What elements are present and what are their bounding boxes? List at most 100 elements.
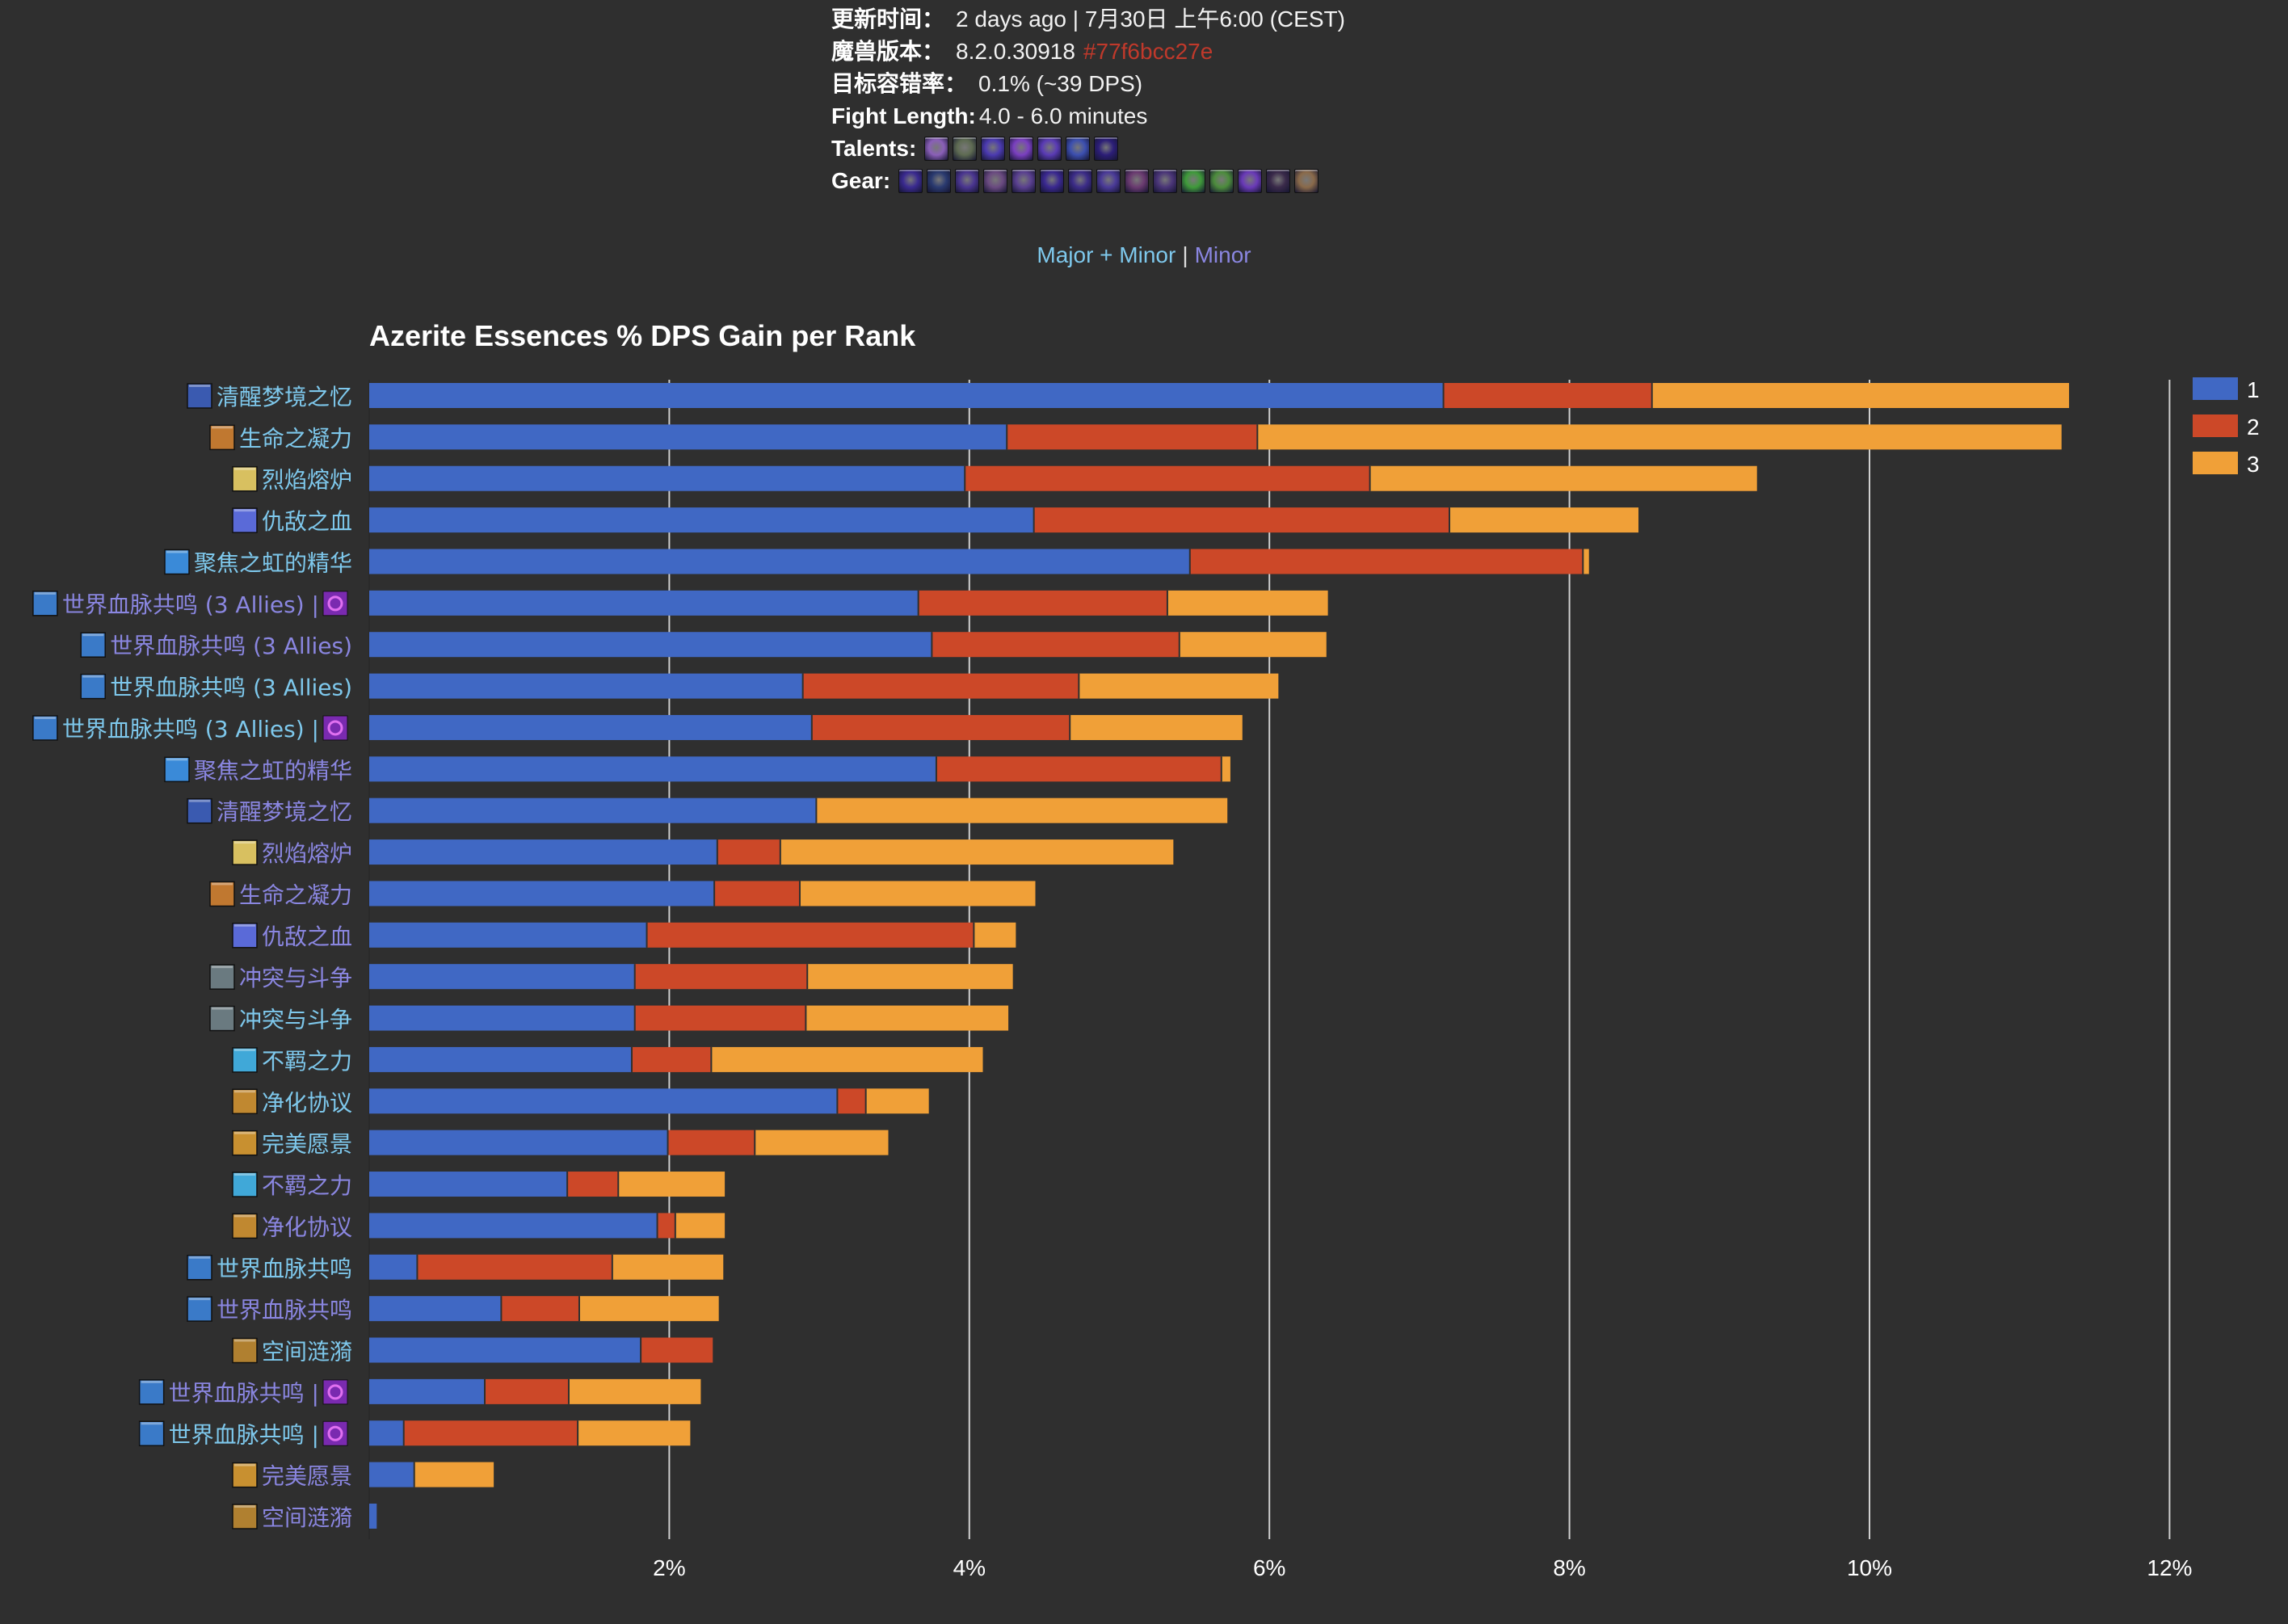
gear-ring-icon[interactable] <box>1181 169 1206 193</box>
bar-segment-rank-1[interactable] <box>369 1005 635 1031</box>
bar-segment-rank-1[interactable] <box>369 549 1190 574</box>
bar-segment-rank-3[interactable] <box>612 1254 724 1280</box>
category-label[interactable]: 净化协议 <box>262 1214 352 1240</box>
category-label[interactable]: 世界血脉共鸣 | <box>169 1421 319 1448</box>
gear-feet-icon[interactable] <box>1153 169 1178 193</box>
bar-segment-rank-2[interactable] <box>634 964 808 990</box>
category-label[interactable]: 烈焰熔炉 <box>262 467 352 494</box>
category-label[interactable]: 聚焦之虹的精华 <box>194 549 352 576</box>
bar-segment-rank-2[interactable] <box>1189 549 1584 574</box>
gear-head-icon[interactable] <box>898 169 923 193</box>
gear-legs-icon[interactable] <box>1125 169 1150 193</box>
category-label[interactable]: 聚焦之虹的精华 <box>194 757 352 784</box>
bar-segment-rank-2[interactable] <box>811 714 1070 740</box>
gear-trinket2-icon[interactable] <box>1266 169 1291 193</box>
bar-segment-rank-1[interactable] <box>369 756 936 782</box>
talent-icon[interactable] <box>1037 137 1062 161</box>
bar-segment-rank-3[interactable] <box>816 797 1228 823</box>
category-label[interactable]: 世界血脉共鸣 (3 Allies) <box>110 675 352 701</box>
bar-segment-rank-2[interactable] <box>657 1213 675 1239</box>
bar-segment-rank-3[interactable] <box>755 1130 889 1155</box>
category-label[interactable]: 生命之凝力 <box>239 881 352 908</box>
bar-segment-rank-3[interactable] <box>578 1296 719 1322</box>
bar-segment-rank-1[interactable] <box>369 1130 668 1155</box>
bar-segment-rank-3[interactable] <box>780 839 1174 865</box>
talent-icon[interactable] <box>1094 137 1119 161</box>
bar-segment-rank-1[interactable] <box>369 507 1034 533</box>
bar-segment-rank-3[interactable] <box>805 1005 1009 1031</box>
bar-segment-rank-3[interactable] <box>1070 714 1243 740</box>
bar-segment-rank-3[interactable] <box>711 1046 983 1072</box>
bar-segment-rank-3[interactable] <box>1167 590 1328 616</box>
category-label[interactable]: 空间涟漪 <box>262 1504 352 1531</box>
category-label[interactable]: 冲突与斗争 <box>239 1007 352 1033</box>
bar-segment-rank-3[interactable] <box>618 1172 726 1197</box>
category-label[interactable]: 冲突与斗争 <box>239 965 352 991</box>
bar-segment-rank-1[interactable] <box>369 881 715 907</box>
bar-segment-rank-3[interactable] <box>1651 383 2069 408</box>
category-label[interactable]: 世界血脉共鸣 (3 Allies) <box>110 633 352 659</box>
bar-segment-rank-2[interactable] <box>717 839 780 865</box>
category-label[interactable]: 世界血脉共鸣 <box>217 1297 352 1323</box>
category-label[interactable]: 不羁之力 <box>262 1048 352 1075</box>
bar-segment-rank-1[interactable] <box>369 590 919 616</box>
bar-segment-rank-1[interactable] <box>369 465 965 491</box>
bar-segment-rank-3[interactable] <box>1369 465 1757 491</box>
bar-segment-rank-1[interactable] <box>369 1462 414 1487</box>
category-label[interactable]: 生命之凝力 <box>239 425 352 452</box>
bar-segment-rank-3[interactable] <box>1257 424 2062 450</box>
bar-segment-rank-1[interactable] <box>369 922 647 948</box>
bar-segment-rank-3[interactable] <box>414 1462 494 1487</box>
bar-segment-rank-2[interactable] <box>1443 383 1652 408</box>
bar-segment-rank-2[interactable] <box>567 1172 619 1197</box>
gear-neck-icon[interactable] <box>927 169 952 193</box>
bar-segment-rank-3[interactable] <box>1079 673 1279 699</box>
bar-segment-rank-2[interactable] <box>965 465 1370 491</box>
minor-link[interactable]: Minor <box>1194 242 1251 267</box>
gear-chest-icon[interactable] <box>1012 169 1037 193</box>
bar-segment-rank-3[interactable] <box>1583 549 1589 574</box>
bar-segment-rank-1[interactable] <box>369 1420 404 1446</box>
bar-segment-rank-3[interactable] <box>1221 756 1230 782</box>
bar-segment-rank-1[interactable] <box>369 839 717 865</box>
bar-segment-rank-1[interactable] <box>369 1337 641 1363</box>
bar-segment-rank-3[interactable] <box>974 922 1016 948</box>
talent-icon[interactable] <box>981 137 1006 161</box>
bar-segment-rank-2[interactable] <box>403 1420 578 1446</box>
legend-swatch-rank-1[interactable] <box>2193 377 2238 400</box>
legend-swatch-rank-2[interactable] <box>2193 414 2238 437</box>
bar-segment-rank-2[interactable] <box>646 922 974 948</box>
category-label[interactable]: 清醒梦境之忆 <box>217 799 352 826</box>
gear-weapon-icon[interactable] <box>1294 169 1319 193</box>
bar-segment-rank-1[interactable] <box>369 1296 502 1322</box>
gear-waist-icon[interactable] <box>1096 169 1121 193</box>
bar-segment-rank-1[interactable] <box>369 964 635 990</box>
bar-segment-rank-2[interactable] <box>802 673 1079 699</box>
bar-segment-rank-1[interactable] <box>369 673 803 699</box>
gear-shoulder-icon[interactable] <box>955 169 980 193</box>
bar-segment-rank-2[interactable] <box>918 590 1167 616</box>
category-label[interactable]: 仇敌之血 <box>262 508 352 535</box>
talent-icon[interactable] <box>953 137 978 161</box>
bar-segment-rank-3[interactable] <box>1179 632 1327 658</box>
category-label[interactable]: 完美愿景 <box>262 1131 352 1158</box>
category-label[interactable]: 不羁之力 <box>262 1172 352 1199</box>
bar-segment-rank-1[interactable] <box>369 797 817 823</box>
bar-segment-rank-1[interactable] <box>369 1378 485 1404</box>
talent-icon[interactable] <box>924 137 949 161</box>
bar-segment-rank-2[interactable] <box>714 881 800 907</box>
bar-segment-rank-2[interactable] <box>501 1296 579 1322</box>
category-label[interactable]: 仇敌之血 <box>262 923 352 950</box>
category-label[interactable]: 完美愿景 <box>262 1463 352 1490</box>
gear-ring2-icon[interactable] <box>1209 169 1234 193</box>
major-minor-link[interactable]: Major + Minor <box>1037 242 1176 267</box>
talent-icon[interactable] <box>1009 137 1034 161</box>
bar-segment-rank-3[interactable] <box>807 964 1013 990</box>
category-label[interactable]: 世界血脉共鸣 (3 Allies) | <box>62 716 319 743</box>
bar-segment-rank-2[interactable] <box>936 756 1222 782</box>
talent-icon[interactable] <box>1066 137 1091 161</box>
bar-segment-rank-1[interactable] <box>369 1046 632 1072</box>
category-label[interactable]: 烈焰熔炉 <box>262 840 352 867</box>
category-label[interactable]: 世界血脉共鸣 (3 Allies) | <box>62 591 319 618</box>
bar-segment-rank-2[interactable] <box>667 1130 755 1155</box>
